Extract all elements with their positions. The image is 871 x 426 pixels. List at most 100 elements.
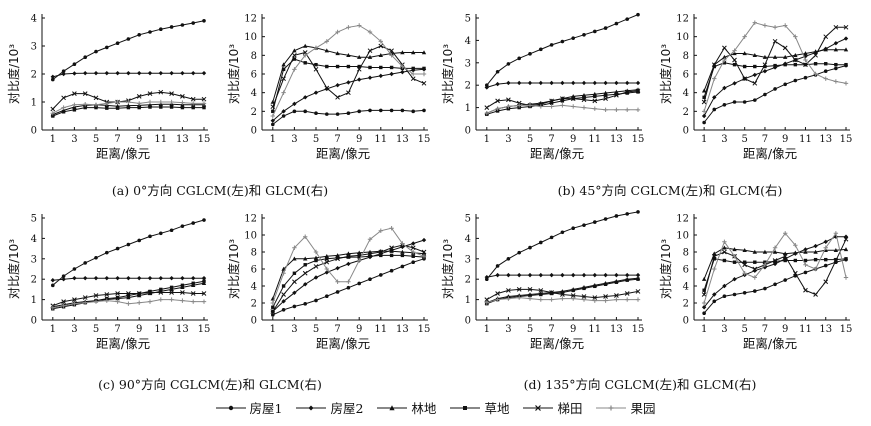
- data-point-grass: [148, 289, 152, 294]
- data-point-grass: [813, 257, 818, 262]
- data-point-terrace: [324, 85, 330, 91]
- data-point-terrace: [592, 98, 598, 104]
- data-point-terrace: [410, 76, 416, 82]
- data-point-house2: [833, 41, 839, 46]
- data-point-orchard: [625, 107, 630, 113]
- data-point-grass: [753, 260, 757, 264]
- x-tick-label: 1: [50, 134, 56, 145]
- data-point-house1: [314, 298, 318, 303]
- data-point-orchard: [843, 81, 849, 86]
- data-point-grass: [314, 62, 318, 67]
- data-point-grass: [763, 260, 767, 264]
- data-point-grass: [357, 64, 361, 69]
- data-point-orchard: [803, 262, 808, 267]
- data-point-grass: [346, 64, 351, 69]
- y-tick-label: 10: [244, 32, 257, 43]
- data-point-orchard: [357, 258, 362, 263]
- data-point-terrace: [313, 264, 319, 269]
- x-tick-label: 7: [762, 134, 768, 145]
- data-point-terrace: [516, 287, 522, 292]
- data-point-orchard: [538, 104, 543, 109]
- data-point-grass: [148, 105, 152, 109]
- data-point-terrace: [782, 45, 788, 51]
- x-tick-label: 9: [136, 324, 142, 335]
- data-point-forest: [357, 250, 362, 255]
- series-house1: [485, 12, 640, 87]
- data-point-grass: [722, 258, 727, 263]
- data-point-house2: [292, 290, 297, 295]
- data-point-orchard: [495, 297, 500, 302]
- x-axis-label: 距离/像元: [96, 146, 150, 161]
- data-point-house1: [823, 263, 828, 268]
- x-tick-label: 9: [782, 324, 788, 335]
- data-point-house2: [581, 80, 587, 86]
- data-point-house1: [202, 218, 206, 222]
- data-point-forest: [400, 249, 405, 254]
- data-point-house1: [763, 92, 767, 97]
- data-point-forest: [292, 256, 297, 261]
- data-point-grass: [625, 278, 629, 282]
- data-point-forest: [313, 255, 319, 260]
- data-point-house1: [763, 286, 767, 291]
- data-point-house1: [346, 285, 351, 290]
- data-point-house2: [752, 268, 757, 273]
- data-point-grass: [603, 282, 608, 286]
- data-point-house1: [379, 108, 383, 113]
- y-axis-label: 对比度/10³: [6, 239, 21, 299]
- data-point-house1: [753, 98, 757, 102]
- data-point-house2: [549, 80, 554, 86]
- data-point-house2: [732, 81, 737, 86]
- data-point-orchard: [126, 301, 131, 306]
- data-point-house1: [126, 242, 131, 247]
- data-point-terrace: [803, 62, 808, 68]
- data-point-orchard: [722, 57, 727, 63]
- data-point-grass: [379, 253, 383, 258]
- data-point-orchard: [158, 99, 163, 105]
- data-point-house2: [147, 275, 153, 281]
- data-point-house1: [539, 240, 543, 245]
- data-point-house1: [271, 122, 275, 127]
- data-point-house2: [571, 80, 576, 86]
- data-point-house1: [742, 100, 747, 104]
- data-point-orchard: [346, 25, 351, 30]
- data-point-house1: [495, 264, 500, 268]
- data-point-house2: [517, 80, 522, 86]
- data-point-house1: [191, 221, 195, 225]
- data-point-terrace: [136, 291, 142, 296]
- series-orchard: [701, 20, 849, 114]
- series-house2: [50, 275, 207, 283]
- data-point-terrace: [190, 96, 196, 102]
- data-point-grass: [582, 286, 586, 291]
- series-line-house1: [703, 65, 847, 123]
- x-tick-label: 5: [527, 134, 533, 145]
- data-point-house1: [732, 292, 737, 297]
- data-point-forest: [783, 54, 788, 59]
- data-point-terrace: [823, 279, 829, 285]
- data-point-house2: [614, 80, 619, 86]
- data-point-house1: [105, 250, 109, 255]
- legend-marker-forest: [377, 404, 408, 410]
- series-house1: [485, 210, 640, 282]
- data-point-terrace: [389, 245, 394, 251]
- data-point-forest: [346, 251, 351, 256]
- data-point-house1: [517, 56, 521, 61]
- data-point-grass: [159, 287, 163, 292]
- data-point-house2: [378, 73, 383, 79]
- y-tick-label: 6: [251, 265, 257, 276]
- data-point-terrace: [752, 80, 758, 86]
- data-point-orchard: [581, 105, 587, 110]
- data-point-terrace: [560, 96, 565, 101]
- data-point-house1: [803, 270, 808, 275]
- data-point-house2: [50, 278, 55, 283]
- data-point-orchard: [614, 107, 619, 113]
- x-tick-label: 3: [71, 134, 77, 145]
- data-point-house2: [571, 272, 576, 278]
- data-point-terrace: [93, 95, 99, 101]
- data-point-grass: [191, 105, 195, 110]
- data-point-grass: [636, 90, 640, 94]
- data-point-orchard: [833, 79, 839, 84]
- series-house1: [702, 257, 848, 316]
